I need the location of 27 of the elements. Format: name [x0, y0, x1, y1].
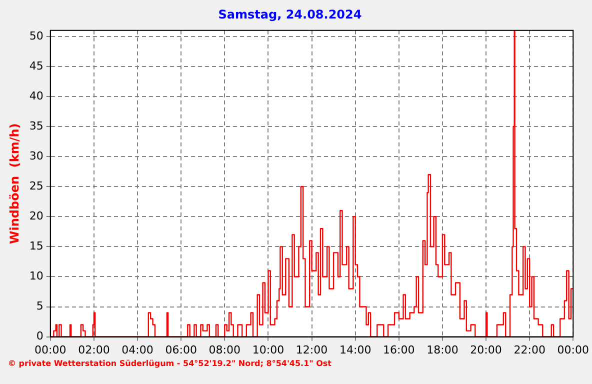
y-tick-label: 25: [29, 179, 44, 192]
y-tick-label: 15: [29, 240, 44, 253]
x-tick-label: 00:00: [34, 343, 66, 356]
y-tick-label: 20: [29, 210, 44, 223]
y-tick-label: 30: [29, 149, 44, 162]
x-tick-label: 14:00: [339, 343, 372, 356]
chart-title: Samstag, 24.08.2024: [218, 7, 362, 22]
y-axis-title: Windböen (km/h): [7, 123, 22, 244]
y-tick-label: 10: [29, 270, 44, 283]
x-tick-label: 10:00: [252, 343, 284, 356]
y-tick-label: 40: [29, 89, 44, 102]
text: © private Wetterstation Süderlügum - 54°52'19.2" Nord; 8°54'45.1" Ost: [8, 359, 332, 368]
x-tick-label: 18:00: [426, 343, 458, 356]
x-tick-label: 06:00: [165, 343, 197, 356]
x-tick-label: 12:00: [296, 343, 328, 356]
x-tick-label: 00:00: [557, 343, 589, 356]
x-tick-label: 02:00: [78, 343, 110, 356]
y-tick-label: 5: [36, 300, 44, 313]
y-tick-label: 45: [29, 59, 44, 72]
y-tick-label: 50: [29, 29, 44, 42]
x-tick-label: 16:00: [383, 343, 415, 356]
y-tick-label: 0: [36, 330, 44, 343]
y-tick-label: 35: [29, 119, 44, 132]
x-tick-label: 20:00: [470, 343, 502, 356]
x-tick-label: 08:00: [208, 343, 240, 356]
x-tick-label: 22:00: [514, 343, 546, 356]
x-tick-label: 04:00: [122, 343, 154, 356]
